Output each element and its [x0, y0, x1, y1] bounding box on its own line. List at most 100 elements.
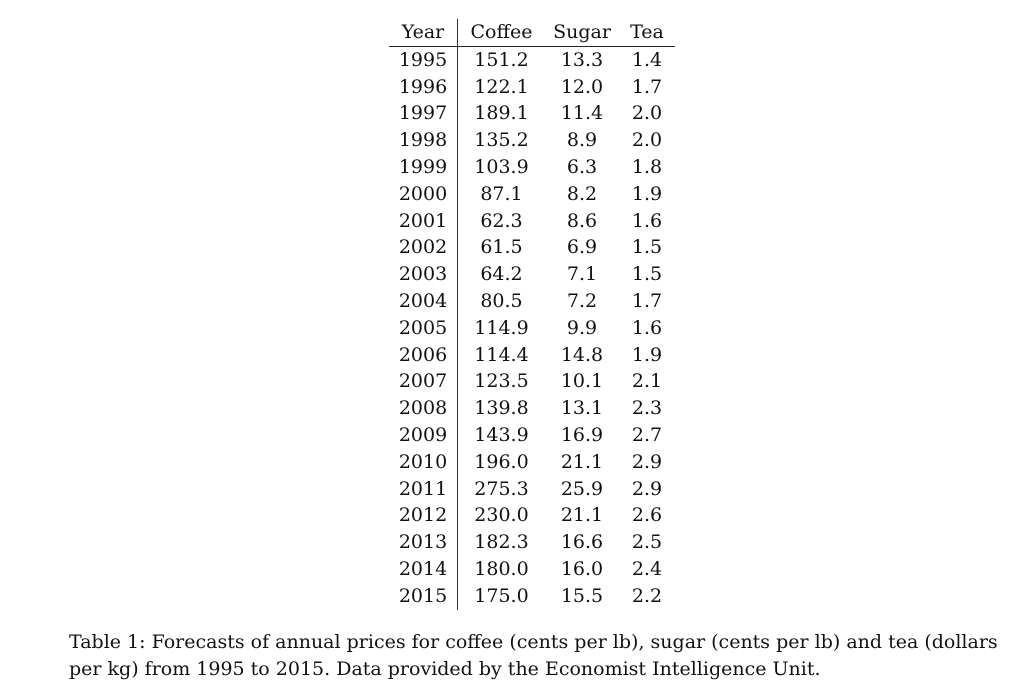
cell-coffee: 114.4 [474, 343, 529, 366]
cell-sugar: 16.6 [560, 531, 604, 554]
cell-tea: 2.5 [631, 531, 663, 554]
cell-year: 2015 [389, 582, 458, 610]
cell-coffee: 123.5 [474, 370, 529, 393]
cell-year: 2010 [389, 448, 458, 476]
cell-tea: 2.1 [631, 370, 663, 393]
cell-year: 2004 [389, 287, 458, 315]
table-row: 2006 114.4 14.8 1.9 [389, 341, 675, 369]
cell-sugar: 25.9 [560, 477, 604, 500]
cell-sugar: 10.1 [560, 370, 604, 393]
table-row: 2011 275.3 25.9 2.9 [389, 475, 675, 503]
cell-sugar: 13.3 [560, 48, 604, 71]
cell-tea: 1.5 [631, 236, 663, 259]
cell-tea: 2.0 [631, 129, 663, 152]
cell-tea: 1.8 [631, 155, 663, 178]
cell-coffee: 135.2 [474, 129, 529, 152]
cell-sugar: 14.8 [560, 343, 604, 366]
cell-coffee: 182.3 [474, 531, 529, 554]
cell-sugar: 21.1 [560, 450, 604, 473]
cell-tea: 2.6 [631, 504, 663, 527]
table-row: 2009 143.9 16.9 2.7 [389, 421, 675, 449]
cell-coffee: 122.1 [474, 75, 529, 98]
cell-sugar: 12.0 [560, 75, 604, 98]
cell-sugar: 16.9 [560, 423, 604, 446]
header-tea: Tea [619, 19, 675, 47]
cell-tea: 2.0 [631, 102, 663, 125]
table-row: 2000 87.1 8.2 1.9 [389, 180, 675, 208]
table-row: 2001 62.3 8.6 1.6 [389, 207, 675, 235]
cell-year: 2008 [389, 395, 458, 422]
cell-tea: 1.7 [631, 289, 663, 312]
cell-coffee: 275.3 [474, 477, 529, 500]
table-row: 1996 122.1 12.0 1.7 [389, 73, 675, 101]
cell-sugar: 13.1 [560, 397, 604, 420]
cell-year: 2005 [389, 314, 458, 342]
cell-year: 2012 [389, 502, 458, 530]
cell-coffee: 62.3 [480, 209, 523, 232]
cell-year: 2001 [389, 207, 458, 235]
table-row: 2012 230.0 21.1 2.6 [389, 502, 675, 530]
cell-year: 2011 [389, 475, 458, 503]
cell-tea: 2.3 [631, 397, 663, 420]
cell-coffee: 114.9 [474, 316, 529, 339]
cell-sugar: 6.3 [566, 155, 598, 178]
cell-tea: 1.7 [631, 75, 663, 98]
table-caption: Table 1: Forecasts of annual prices for … [69, 631, 998, 680]
table-row: 2010 196.0 21.1 2.9 [389, 448, 675, 476]
cell-year: 2006 [389, 341, 458, 369]
cell-sugar: 11.4 [560, 102, 604, 125]
cell-year: 2013 [389, 529, 458, 556]
table-row: 2002 61.5 6.9 1.5 [389, 234, 675, 262]
cell-tea: 1.6 [631, 316, 663, 339]
cell-tea: 2.9 [631, 450, 663, 473]
cell-coffee: 103.9 [474, 155, 529, 178]
table-row: 1997 189.1 11.4 2.0 [389, 100, 675, 128]
cell-sugar: 16.0 [560, 557, 604, 580]
cell-sugar: 15.5 [560, 584, 604, 607]
table-row: 2014 180.0 16.0 2.4 [389, 555, 675, 583]
table-row: 1998 135.2 8.9 2.0 [389, 127, 675, 154]
table-header-row: Year Coffee Sugar Tea [389, 19, 675, 47]
cell-sugar: 8.9 [566, 129, 598, 152]
cell-sugar: 6.9 [566, 236, 598, 259]
cell-tea: 2.9 [631, 477, 663, 500]
cell-coffee: 230.0 [474, 504, 529, 527]
cell-tea: 1.4 [631, 48, 663, 71]
cell-coffee: 175.0 [474, 584, 529, 607]
table-row: 2005 114.9 9.9 1.6 [389, 314, 675, 342]
price-table: Year Coffee Sugar Tea 1995 151.2 13.3 1.4 19… [389, 19, 675, 610]
table-row: 2013 182.3 16.6 2.5 [389, 529, 675, 556]
table-row: 2015 175.0 15.5 2.2 [389, 582, 675, 610]
cell-coffee: 189.1 [474, 102, 529, 125]
cell-year: 1996 [389, 73, 458, 101]
table-row: 1999 103.9 6.3 1.8 [389, 153, 675, 181]
cell-tea: 2.2 [631, 584, 663, 607]
cell-year: 2009 [389, 421, 458, 449]
cell-year: 2014 [389, 555, 458, 583]
cell-tea: 1.9 [631, 182, 663, 205]
cell-year: 2003 [389, 261, 458, 288]
header-coffee: Coffee [457, 19, 545, 47]
cell-tea: 1.5 [631, 263, 663, 286]
cell-sugar: 21.1 [560, 504, 604, 527]
cell-year: 1997 [389, 100, 458, 128]
cell-coffee: 61.5 [480, 236, 523, 259]
cell-sugar: 9.9 [566, 316, 598, 339]
cell-tea: 2.7 [631, 423, 663, 446]
table-row: 2004 80.5 7.2 1.7 [389, 287, 675, 315]
table-row: 2008 139.8 13.1 2.3 [389, 395, 675, 422]
cell-coffee: 139.8 [474, 397, 529, 420]
cell-sugar: 8.6 [566, 209, 598, 232]
cell-tea: 1.9 [631, 343, 663, 366]
cell-sugar: 8.2 [566, 182, 598, 205]
table-row: 2007 123.5 10.1 2.1 [389, 368, 675, 396]
cell-coffee: 64.2 [480, 263, 523, 286]
table-row: 1995 151.2 13.3 1.4 [389, 46, 675, 74]
cell-year: 2000 [389, 180, 458, 208]
cell-tea: 1.6 [631, 209, 663, 232]
header-sugar: Sugar [545, 19, 619, 47]
cell-coffee: 87.1 [480, 182, 523, 205]
cell-coffee: 180.0 [474, 557, 529, 580]
cell-tea: 2.4 [631, 557, 663, 580]
cell-year: 2007 [389, 368, 458, 396]
